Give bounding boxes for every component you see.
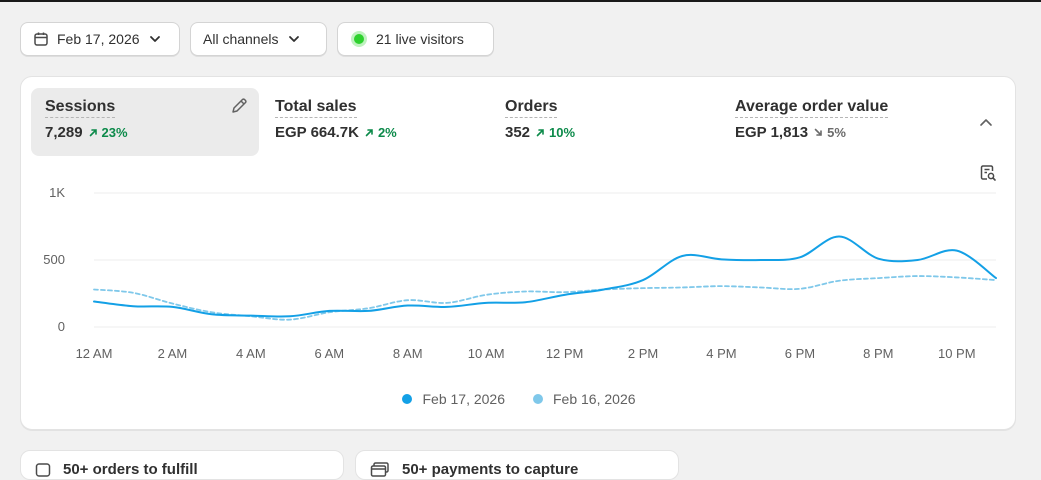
legend-item[interactable]: Feb 16, 2026: [531, 391, 636, 407]
x-tick-label: 6 AM: [314, 346, 344, 361]
arrow-down-right-icon: [814, 128, 822, 136]
chevron-up-icon: [980, 119, 992, 126]
chevron-down-icon: [287, 32, 301, 46]
metric-orders[interactable]: Orders 352 10%: [491, 88, 711, 156]
series-line-current: [93, 235, 997, 318]
window-top-border: [0, 0, 1041, 2]
metric-total-sales[interactable]: Total sales EGP 664.7K 2%: [261, 88, 481, 156]
sessions-chart: 1K 500 0 12 AM 2 AM 4 AM 6 AM 8 AM 10 AM 12 PM 2 …: [43, 185, 997, 361]
payments-to-capture-label: 50+ payments to capture: [402, 461, 579, 478]
edit-metrics-button[interactable]: [229, 96, 249, 116]
x-tick-label: 4 AM: [236, 346, 266, 361]
channels-filter-label: All channels: [203, 31, 279, 47]
metric-value: EGP 664.7K: [275, 124, 359, 141]
x-tick-label: 12 AM: [76, 346, 113, 361]
x-tick-label: 2 AM: [158, 346, 188, 361]
metric-title[interactable]: Orders: [505, 98, 558, 118]
analytics-card: Sessions 7,289 23% Total sales EGP 664.7…: [20, 76, 1016, 430]
channels-filter-button[interactable]: All channels: [190, 22, 327, 56]
payment-icon: [370, 462, 390, 478]
x-tick-label: 2 PM: [628, 346, 658, 361]
y-tick-label: 0: [58, 319, 65, 334]
arrow-up-right-icon: [536, 129, 544, 137]
metric-average-order-value[interactable]: Average order value EGP 1,813 5%: [721, 88, 961, 156]
legend-item[interactable]: Feb 17, 2026: [400, 391, 505, 407]
x-tick-label: 10 PM: [938, 346, 976, 361]
calendar-icon: [33, 31, 49, 47]
orders-to-fulfill-card[interactable]: 50+ orders to fulfill: [20, 450, 344, 480]
live-visitors-label: 21 live visitors: [376, 31, 464, 47]
metric-value: EGP 1,813: [735, 124, 809, 141]
x-tick-label: 10 AM: [468, 346, 505, 361]
y-tick-label: 1K: [49, 185, 65, 200]
y-tick-label: 500: [43, 252, 65, 267]
live-indicator-dot: [354, 34, 364, 44]
legend-label: Feb 17, 2026: [422, 391, 505, 407]
metric-delta-value: 2%: [377, 125, 397, 140]
x-tick-label: 12 PM: [546, 346, 584, 361]
legend-swatch: [402, 394, 413, 404]
arrow-up-right-icon: [365, 129, 373, 137]
metric-title[interactable]: Average order value: [735, 98, 889, 118]
order-icon: [35, 462, 51, 478]
arrow-up-right-icon: [89, 129, 97, 137]
analyze-report-button[interactable]: [978, 163, 998, 183]
metric-delta: 5%: [814, 125, 846, 140]
legend-label: Feb 16, 2026: [553, 391, 636, 407]
metric-value: 7,289: [45, 124, 83, 141]
pencil-icon: [232, 98, 247, 113]
x-tick-label: 6 PM: [785, 346, 815, 361]
payments-to-capture-card[interactable]: 50+ payments to capture: [355, 450, 679, 480]
orders-to-fulfill-label: 50+ orders to fulfill: [63, 461, 198, 478]
x-tick-label: 4 PM: [706, 346, 736, 361]
metric-delta-value: 23%: [101, 125, 128, 140]
metric-delta-value: 10%: [549, 125, 576, 140]
metric-sessions[interactable]: Sessions 7,289 23%: [31, 88, 259, 156]
metric-title[interactable]: Total sales: [275, 98, 357, 118]
x-tick-label: 8 AM: [393, 346, 423, 361]
report-search-icon: [980, 165, 996, 181]
date-filter-label: Feb 17, 2026: [57, 31, 140, 47]
date-filter-button[interactable]: Feb 17, 2026: [20, 22, 180, 56]
metric-delta-value: 5%: [827, 125, 846, 140]
legend-swatch: [533, 394, 543, 404]
chart-legend: Feb 17, 2026 Feb 16, 2026: [21, 391, 1015, 407]
metric-delta: 10%: [536, 125, 575, 140]
metric-delta: 23%: [89, 125, 128, 140]
metric-value: 352: [505, 124, 531, 141]
x-tick-label: 8 PM: [863, 346, 893, 361]
metric-title[interactable]: Sessions: [45, 98, 116, 118]
metric-delta: 2%: [365, 125, 397, 140]
collapse-button[interactable]: [976, 113, 996, 133]
live-visitors-button[interactable]: 21 live visitors: [337, 22, 494, 56]
chevron-down-icon: [148, 32, 162, 46]
